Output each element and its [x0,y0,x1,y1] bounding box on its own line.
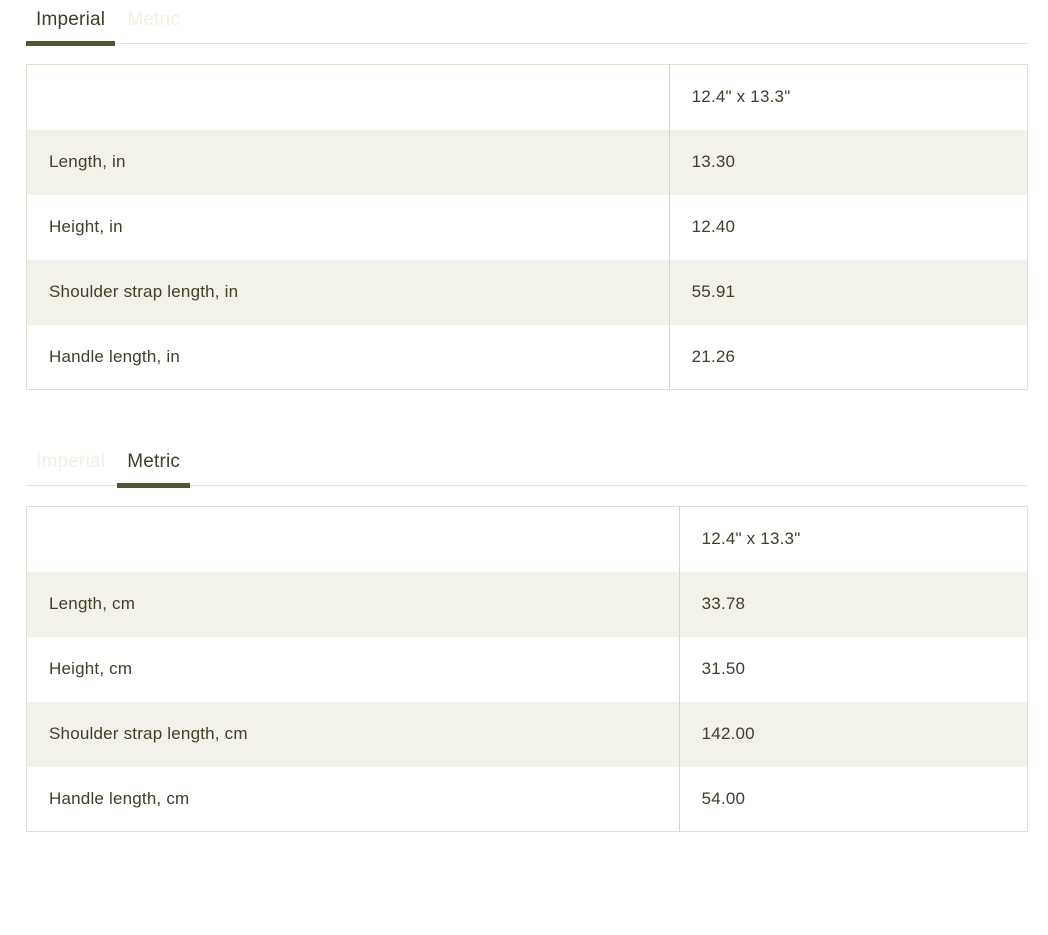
tab-metric[interactable]: Metric [127,9,181,30]
spec-value: 142.00 [678,701,1028,767]
empty-header-cell [27,507,680,572]
spec-value: 12.40 [668,194,1028,260]
tab-metric[interactable]: Metric [117,442,191,488]
spec-label: Length, in [26,129,670,195]
spec-value: 31.50 [678,636,1028,702]
spec-value: 54.00 [678,766,1028,832]
spec-value: 55.91 [668,259,1028,325]
table-row: Shoulder strap length, cm 142.00 [26,701,1028,767]
spec-label: Handle length, in [49,346,180,366]
table-row: Handle length, in 21.26 [27,324,1028,390]
metric-spec-table: 12.4" x 13.3" Length, cm 33.78 Height, c… [26,506,1028,832]
tab-imperial[interactable]: Imperial [26,0,116,46]
spec-label: Height, in [49,217,123,236]
size-variant-header: 12.4" x 13.3" [678,506,1028,572]
table-row: Shoulder strap length, in 55.91 [26,259,1028,325]
spec-label: Height, cm [49,659,133,678]
table-row: Height, cm 31.50 [27,636,1028,702]
imperial-spec-table: 12.4" x 13.3" Length, in 13.30 Height, i… [26,64,1028,390]
empty-header-cell [27,65,670,130]
spec-label: Shoulder strap length, in [26,259,670,325]
table-row: Length, in 13.30 [26,129,1028,195]
table-row: Handle length, cm 54.00 [27,766,1028,832]
table-header-row: 12.4" x 13.3" [27,64,1028,130]
unit-tabs-metric-section: Imperial Metric [26,442,1028,488]
spec-label: Length, cm [26,571,680,637]
unit-tabs-imperial-section: Imperial Metric [26,0,1028,46]
table-header-row: 12.4" x 13.3" [27,506,1028,572]
imperial-spec-section: Imperial Metric 12.4" x 13.3" Length, in… [26,0,1028,390]
tab-imperial[interactable]: Imperial [36,451,106,472]
metric-spec-section: Imperial Metric 12.4" x 13.3" Length, cm… [26,442,1028,832]
spec-label: Handle length, cm [49,788,190,808]
table-row: Height, in 12.40 [27,194,1028,260]
table-row: Length, cm 33.78 [26,571,1028,637]
size-variant-header: 12.4" x 13.3" [668,64,1028,130]
specifications-page: Imperial Metric 12.4" x 13.3" Length, in… [26,0,1028,832]
spec-value: 13.30 [668,129,1028,195]
spec-label: Shoulder strap length, cm [26,701,680,767]
spec-value: 33.78 [678,571,1028,637]
spec-value: 21.26 [668,324,1028,390]
